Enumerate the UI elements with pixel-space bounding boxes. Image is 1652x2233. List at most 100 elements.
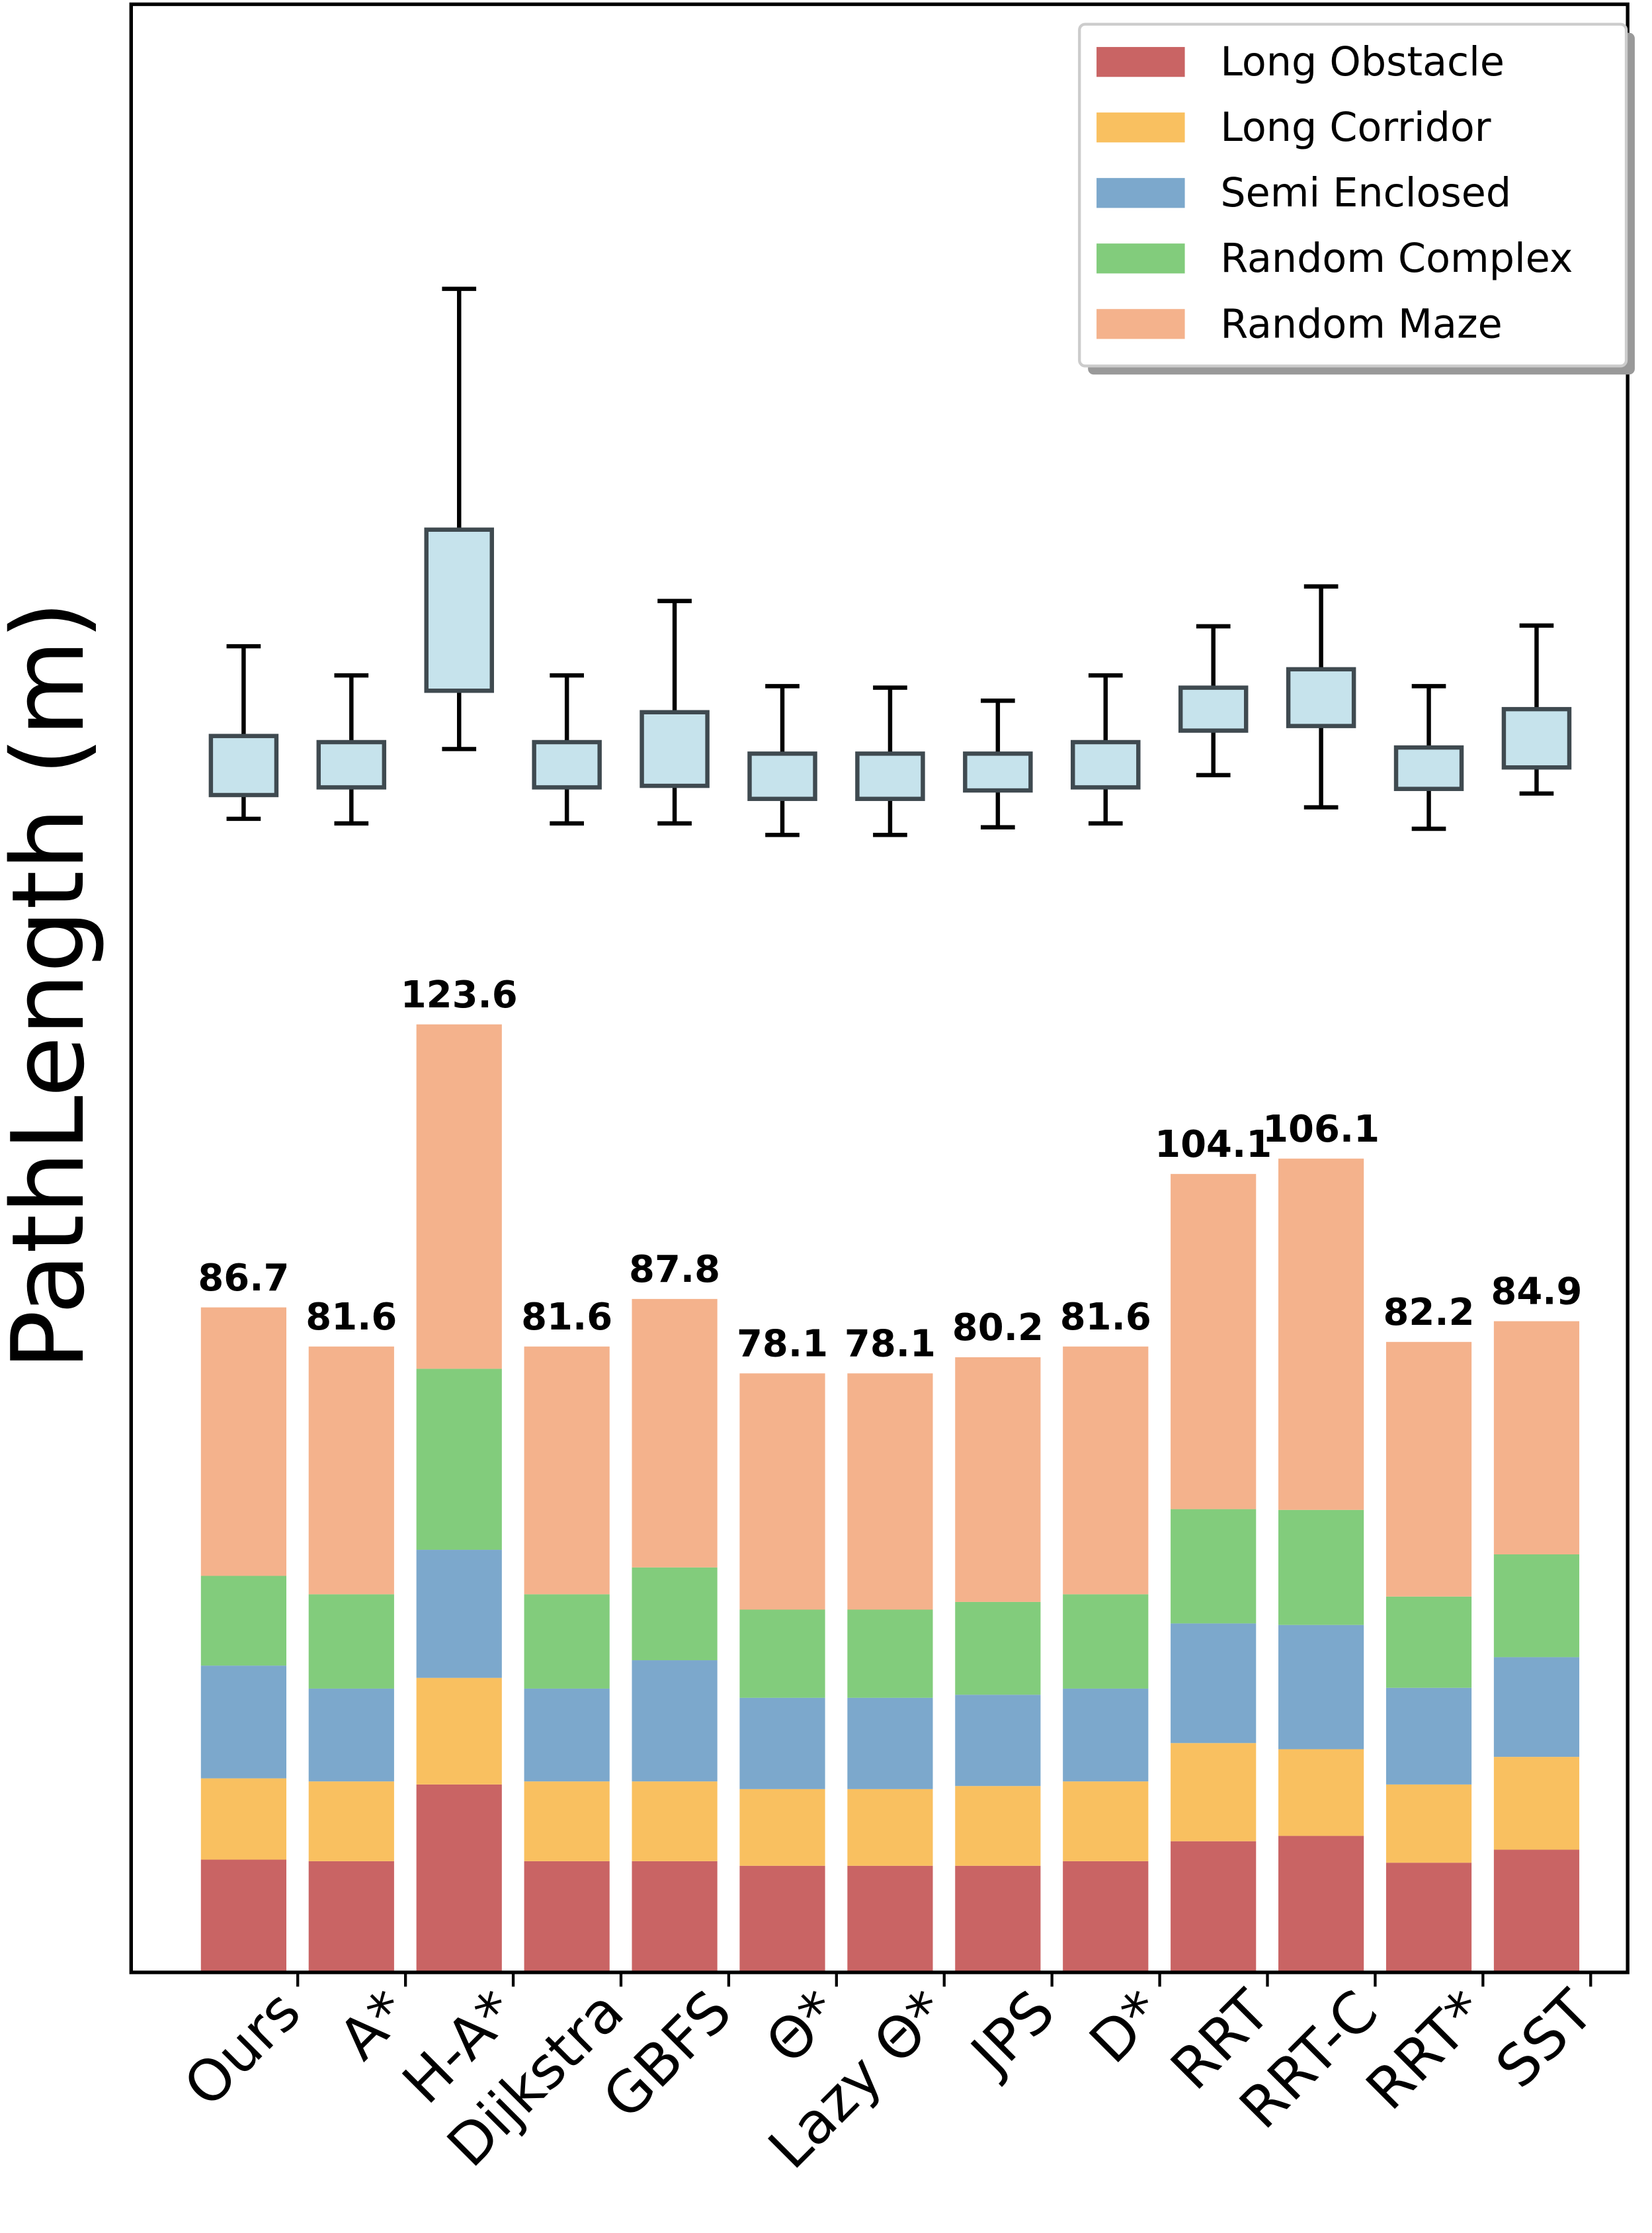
bar-segment bbox=[200, 1307, 286, 1576]
bar-segment bbox=[1493, 1321, 1580, 1555]
bar-segment bbox=[308, 1594, 394, 1689]
bar-segment bbox=[524, 1346, 610, 1595]
bar-segment bbox=[1493, 1554, 1580, 1658]
bar-segment bbox=[1493, 1757, 1580, 1850]
legend-swatch bbox=[1096, 243, 1185, 274]
bar-segment bbox=[632, 1567, 718, 1661]
bar-segment bbox=[1493, 1657, 1580, 1757]
bar-segment bbox=[1063, 1781, 1149, 1861]
bar-segment bbox=[1063, 1688, 1149, 1782]
bar-segment bbox=[524, 1594, 610, 1689]
bar-segment bbox=[632, 1660, 718, 1782]
bar-segment bbox=[847, 1865, 933, 1972]
total-label: 80.2 bbox=[952, 1306, 1044, 1349]
bar-segment bbox=[1063, 1594, 1149, 1689]
total-label: 78.1 bbox=[845, 1323, 936, 1366]
total-label: 87.8 bbox=[629, 1248, 720, 1291]
box bbox=[1178, 685, 1249, 733]
total-label: 81.6 bbox=[306, 1296, 397, 1339]
bar-segment bbox=[632, 1781, 718, 1861]
total-label: 78.1 bbox=[737, 1323, 828, 1366]
bar-segment bbox=[1278, 1749, 1364, 1836]
bar-segment bbox=[308, 1861, 394, 1972]
bar-segment bbox=[739, 1697, 825, 1789]
bar-segment bbox=[955, 1695, 1041, 1787]
bar-segment bbox=[955, 1601, 1041, 1695]
bar-segment bbox=[200, 1859, 286, 1972]
total-label: 86.7 bbox=[198, 1257, 289, 1300]
bar-segment bbox=[1278, 1509, 1364, 1625]
box bbox=[640, 710, 710, 788]
box bbox=[1501, 706, 1572, 770]
bar-segment bbox=[1493, 1849, 1580, 1972]
bar-segment bbox=[1385, 1863, 1472, 1972]
bar-segment bbox=[308, 1781, 394, 1861]
box bbox=[532, 739, 602, 790]
bar-segment bbox=[1171, 1173, 1257, 1509]
bar-segment bbox=[1063, 1861, 1149, 1972]
total-label: 104.1 bbox=[1155, 1123, 1272, 1166]
total-label: 81.6 bbox=[1060, 1296, 1151, 1339]
bar-segment bbox=[739, 1609, 825, 1698]
bar-segment bbox=[524, 1688, 610, 1782]
y-axis-label: PathLength (m) bbox=[0, 601, 106, 1370]
bar-segment bbox=[739, 1373, 825, 1610]
bar-segment bbox=[200, 1778, 286, 1860]
bar-segment bbox=[1171, 1743, 1257, 1841]
legend-label: Random Maze bbox=[1220, 301, 1502, 347]
bar-segment bbox=[1385, 1596, 1472, 1688]
bar-segment bbox=[847, 1789, 933, 1866]
bar-segment bbox=[955, 1865, 1041, 1972]
bar-segment bbox=[955, 1357, 1041, 1602]
legend-label: Long Obstacle bbox=[1220, 39, 1505, 85]
bar-segment bbox=[200, 1665, 286, 1779]
bar-segment bbox=[1278, 1158, 1364, 1510]
bar-segment bbox=[632, 1861, 718, 1972]
bar-segment bbox=[739, 1865, 825, 1972]
bar-segment bbox=[416, 1024, 502, 1369]
bar-segment bbox=[1171, 1509, 1257, 1624]
legend-label: Random Complex bbox=[1220, 235, 1573, 282]
box bbox=[747, 751, 817, 802]
bar-segment bbox=[1385, 1784, 1472, 1863]
bar-segment bbox=[1385, 1341, 1472, 1597]
plot-frame bbox=[129, 2, 1630, 1974]
box bbox=[424, 527, 494, 693]
total-label: 81.6 bbox=[521, 1296, 612, 1339]
bar-segment bbox=[416, 1677, 502, 1785]
bar-segment bbox=[416, 1784, 502, 1972]
box bbox=[963, 751, 1033, 793]
bar-segment bbox=[524, 1781, 610, 1861]
bar-segment bbox=[416, 1369, 502, 1550]
bar-segment bbox=[200, 1576, 286, 1666]
box bbox=[316, 739, 387, 790]
bar-segment bbox=[416, 1550, 502, 1678]
bar-segment bbox=[524, 1861, 610, 1972]
legend bbox=[1078, 22, 1628, 368]
total-label: 106.1 bbox=[1262, 1108, 1380, 1151]
legend-swatch bbox=[1096, 309, 1185, 339]
legend-swatch bbox=[1096, 112, 1185, 143]
bar-segment bbox=[847, 1697, 933, 1789]
bar-segment bbox=[308, 1688, 394, 1782]
bar-segment bbox=[632, 1298, 718, 1568]
bar-segment bbox=[847, 1373, 933, 1610]
box bbox=[855, 751, 925, 802]
bar-segment bbox=[1278, 1835, 1364, 1972]
box bbox=[1393, 745, 1464, 791]
bar-segment bbox=[1063, 1346, 1149, 1595]
box bbox=[1286, 667, 1356, 728]
total-label: 84.9 bbox=[1491, 1271, 1582, 1314]
bar-segment bbox=[1171, 1623, 1257, 1744]
total-label: 82.2 bbox=[1383, 1291, 1474, 1334]
bar-segment bbox=[847, 1609, 933, 1698]
bar-segment bbox=[308, 1346, 394, 1595]
legend-swatch bbox=[1096, 178, 1185, 208]
legend-label: Semi Enclosed bbox=[1220, 170, 1511, 216]
bar-segment bbox=[1385, 1687, 1472, 1785]
box bbox=[1071, 739, 1141, 790]
legend-label: Long Corridor bbox=[1220, 105, 1491, 151]
total-label: 123.6 bbox=[401, 974, 518, 1017]
